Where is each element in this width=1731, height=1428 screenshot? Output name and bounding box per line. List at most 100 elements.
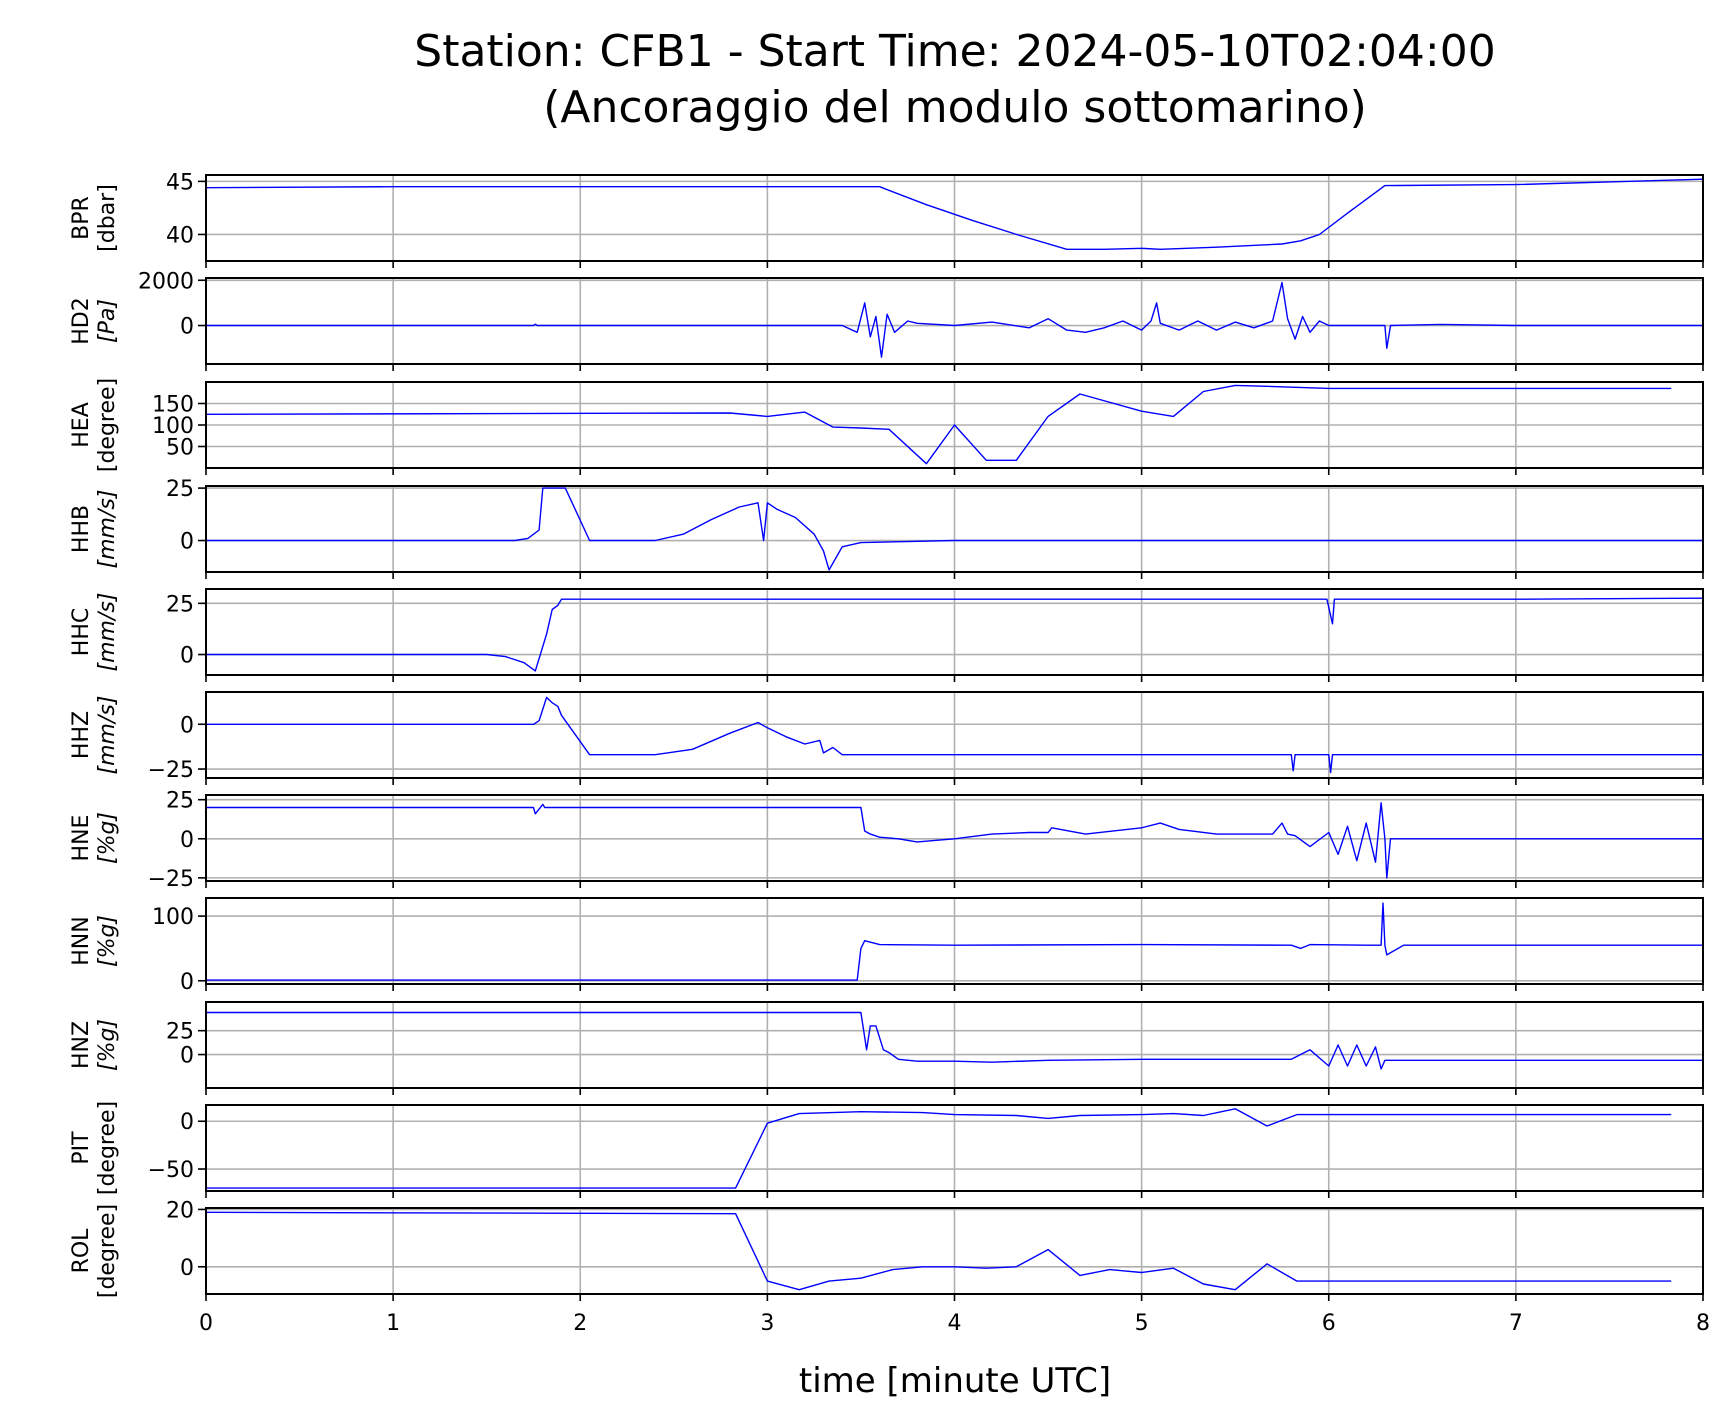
y-axis-name: HNN (69, 916, 94, 965)
y-axis-unit: [degree] (95, 378, 120, 472)
y-axis-label-hea: HEA[degree] (69, 378, 120, 472)
y-axis-name: PIT (69, 1131, 94, 1165)
y-tick-label: −25 (148, 867, 194, 892)
series-line-hhz (206, 696, 1703, 774)
series-line-hnn (206, 902, 1703, 981)
panel-frame (205, 691, 1704, 779)
panel-frame (205, 1001, 1704, 1089)
y-axis-name: HD2 (69, 297, 94, 344)
y-tick-label: 150 (152, 393, 194, 418)
panel-frame (205, 897, 1704, 985)
panel-frame (205, 794, 1704, 882)
chart-title-line1: Station: CFB1 - Start Time: 2024-05-10T0… (414, 26, 1495, 77)
y-tick-label: 0 (180, 644, 194, 669)
y-tick-label: −25 (148, 758, 194, 783)
y-tick-label: 100 (152, 414, 194, 439)
series-line-hd2 (206, 281, 1703, 358)
series-line-hea (206, 384, 1672, 465)
panel-frame (205, 1207, 1704, 1295)
y-tick-label: 25 (166, 477, 194, 502)
y-tick-label: 0 (180, 1256, 194, 1281)
y-axis-name: HHB (69, 505, 94, 553)
y-tick-label: 20 (166, 1198, 194, 1223)
x-tick-label: 6 (1322, 1311, 1336, 1336)
y-axis-name: HNE (69, 815, 94, 862)
y-axis-name: HEA (69, 402, 94, 448)
panel-hhb: 0 25 HHB[mm/s] (69, 477, 1704, 579)
series-line-hhc (206, 597, 1703, 672)
y-tick-label: 0 (180, 315, 194, 340)
panel-hne: −25 0 25 HNE[%g] (69, 789, 1704, 892)
y-axis-unit: [Pa] (95, 299, 120, 343)
x-tick-label: 8 (1696, 1311, 1710, 1336)
y-tick-label: 100 (152, 905, 194, 930)
y-tick-label: 2000 (138, 269, 194, 294)
y-tick-label: 0 (180, 530, 194, 555)
y-tick-label: 40 (166, 223, 194, 248)
panel-hhz: −25 0 HHZ[mm/s] (69, 691, 1704, 785)
y-axis-label-hnn: HNN[%g] (69, 915, 120, 967)
y-axis-label-rol: ROL[degree] (69, 1204, 120, 1298)
x-tick-label: 1 (386, 1311, 400, 1336)
y-axis-label-hhc: HHC[mm/s] (69, 593, 120, 672)
y-axis-unit: [mm/s] (95, 490, 120, 569)
y-axis-label-hne: HNE[%g] (69, 812, 120, 864)
y-axis-name: ROL (69, 1228, 94, 1274)
y-tick-label: 0 (180, 970, 194, 995)
y-axis-unit: [mm/s] (95, 696, 120, 775)
panel-hd2: 0 2000 HD2[Pa] (69, 269, 1704, 371)
panel-hhc: 0 25 HHC[mm/s] (69, 588, 1704, 682)
y-axis-unit: [%g] (95, 915, 120, 967)
series-line-pit (206, 1108, 1672, 1189)
y-axis-name: HNZ (69, 1021, 94, 1069)
panel-frame (205, 277, 1704, 365)
y-axis-unit: [%g] (95, 812, 120, 864)
panel-frame (205, 588, 1704, 676)
x-tick-label: 3 (760, 1311, 774, 1336)
y-axis-name: HHZ (69, 711, 94, 759)
series-line-rol (206, 1211, 1672, 1291)
y-axis-unit: [dbar] (95, 184, 120, 252)
series-line-hne (206, 802, 1703, 879)
x-axis: 0 1 2 3 4 5 6 7 8 (199, 1311, 1710, 1336)
y-axis-label-hnz: HNZ[%g] (69, 1019, 120, 1071)
y-axis-label-pit: PIT[degree] (69, 1101, 120, 1195)
y-tick-label: 25 (166, 592, 194, 617)
panel-hnz: 025 HNZ[%g] (69, 1001, 1704, 1095)
y-tick-label: 25 (166, 789, 194, 814)
y-tick-label: 25 (166, 1020, 194, 1045)
panels-group: 4045BPR[dbar]02000HD2[Pa]50100150HEA[deg… (69, 170, 1704, 1301)
chart-title-line2: (Ancoraggio del modulo sottomarino) (543, 82, 1367, 133)
panel-frame (205, 485, 1704, 573)
panel-frame (205, 1104, 1704, 1192)
y-axis-label-hhb: HHB[mm/s] (69, 490, 120, 569)
x-tick-label: 0 (199, 1311, 213, 1336)
panel-bpr: 40 45 BPR[dbar] (69, 170, 1704, 268)
x-tick-label: 2 (573, 1311, 587, 1336)
panel-pit: −50 0 PIT[degree] (69, 1101, 1704, 1198)
series-line-bpr (206, 178, 1703, 251)
x-tick-label: 4 (948, 1311, 962, 1336)
y-axis-label-hhz: HHZ[mm/s] (69, 696, 120, 775)
series-line-hhb (206, 487, 1703, 571)
y-axis-unit: [degree] (95, 1101, 120, 1195)
y-axis-unit: [degree] (95, 1204, 120, 1298)
y-axis-label-bpr: BPR[dbar] (69, 184, 120, 252)
y-tick-label: 0 (180, 1044, 194, 1069)
y-axis-unit: [%g] (95, 1019, 120, 1071)
y-tick-label: 0 (180, 1110, 194, 1135)
y-tick-label: 45 (166, 170, 194, 195)
y-axis-label-hd2: HD2[Pa] (69, 297, 120, 344)
y-axis-unit: [mm/s] (95, 593, 120, 672)
y-tick-label: 0 (180, 713, 194, 738)
panel-rol: 0 20 ROL[degree] (69, 1198, 1704, 1301)
y-axis-name: HHC (69, 608, 94, 656)
panel-frame (205, 381, 1704, 469)
y-tick-label: 0 (180, 828, 194, 853)
y-axis-name: BPR (69, 196, 94, 240)
x-tick-label: 5 (1135, 1311, 1149, 1336)
y-tick-label: 50 (166, 436, 194, 461)
series-line-hnz (206, 1011, 1703, 1070)
